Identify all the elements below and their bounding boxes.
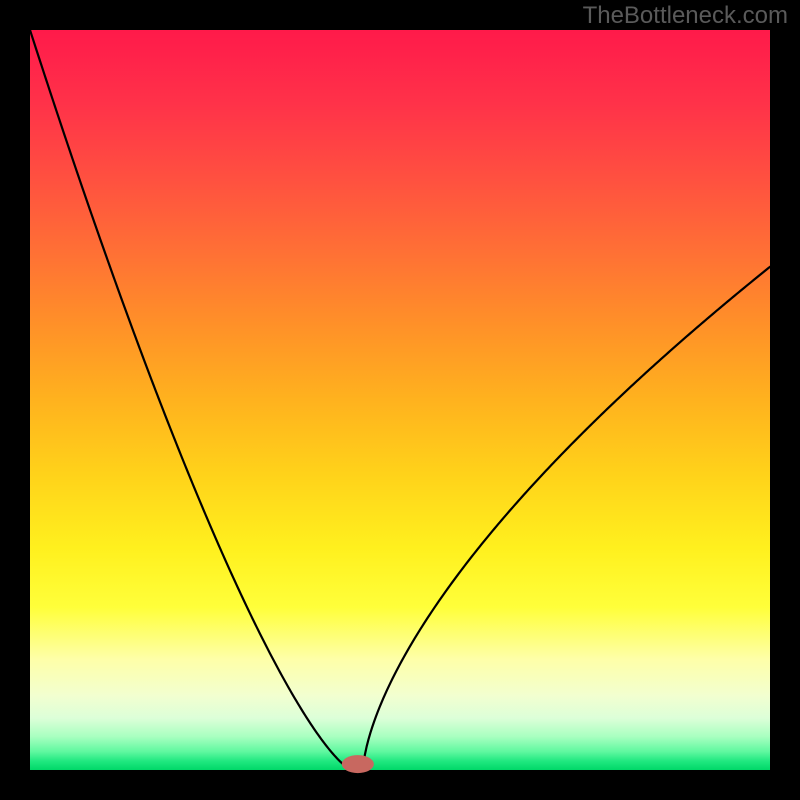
bottleneck-chart (0, 0, 800, 800)
optimum-marker (342, 755, 374, 773)
plot-background-gradient (30, 30, 770, 770)
chart-container: TheBottleneck.com (0, 0, 800, 800)
watermark-text: TheBottleneck.com (583, 2, 788, 30)
